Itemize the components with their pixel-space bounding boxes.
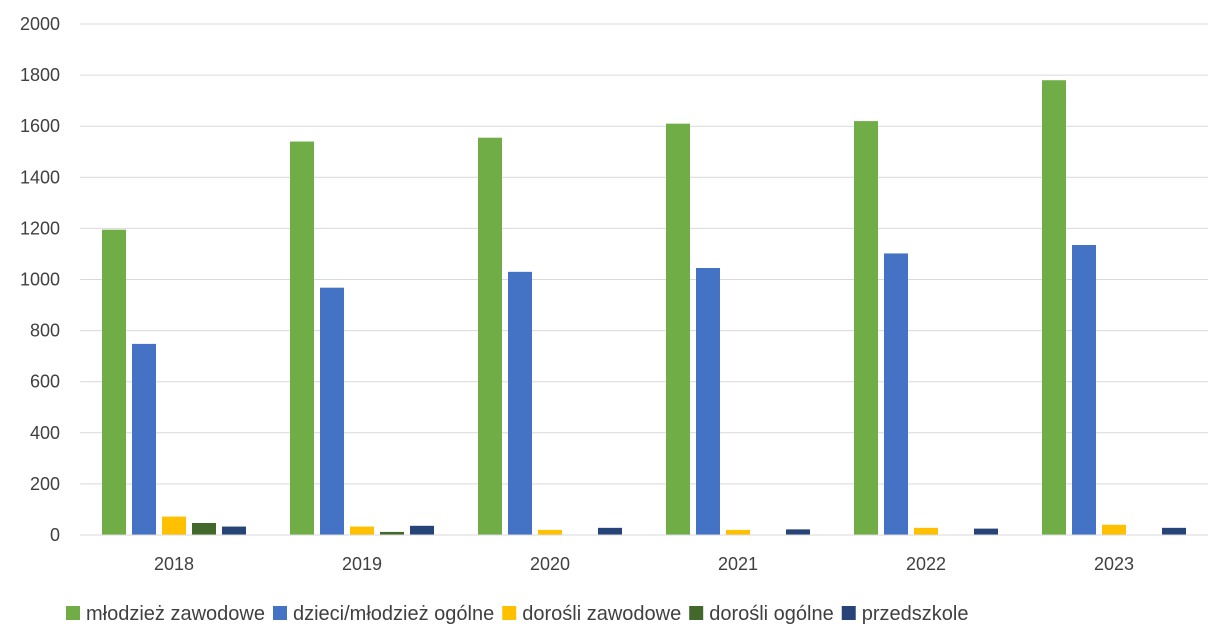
legend-item: dorośli zawodowe	[502, 603, 681, 625]
y-axis-ticks: 0 200 400 600 800 1000 1200 1400 1600 1800 2000	[20, 14, 60, 545]
y-tick-label: 1200	[20, 218, 60, 238]
bar-2021-0	[666, 123, 690, 536]
legend-item: młodzież zawodowe	[66, 603, 265, 625]
y-tick-label: 1400	[20, 167, 60, 187]
legend-swatch	[689, 606, 704, 620]
legend-label: dorośli ogólne	[709, 603, 834, 625]
bar-2022-2	[914, 527, 938, 535]
bars	[102, 80, 1186, 536]
legend-item: dorośli ogólne	[689, 603, 834, 625]
x-tick-label: 2021	[718, 554, 758, 574]
y-tick-label: 800	[30, 321, 60, 341]
bar-2022-1	[884, 253, 908, 535]
bar-2019-3	[380, 531, 404, 535]
bar-2018-0	[102, 229, 126, 536]
legend-label: dzieci/młodzież ogólne	[293, 603, 494, 625]
bar-2023-1	[1072, 245, 1096, 535]
legend-swatch	[841, 606, 856, 620]
bar-2023-0	[1042, 80, 1066, 536]
x-tick-label: 2018	[154, 554, 194, 574]
legend-label: młodzież zawodowe	[86, 603, 265, 625]
x-tick-label: 2020	[530, 554, 570, 574]
bar-2018-3	[192, 522, 216, 535]
bar-2023-4	[1162, 527, 1186, 535]
legend-item: dzieci/młodzież ogólne	[272, 603, 494, 625]
y-tick-label: 1000	[20, 270, 60, 290]
bar-2020-0	[478, 137, 502, 535]
y-tick-label: 0	[50, 525, 60, 545]
bar-2019-2	[350, 526, 374, 535]
bar-2019-1	[320, 287, 344, 535]
bar-2018-4	[222, 526, 246, 535]
y-tick-label: 600	[30, 372, 60, 392]
x-tick-label: 2023	[1094, 554, 1134, 574]
y-tick-label: 200	[30, 474, 60, 494]
legend-swatch	[272, 606, 287, 620]
bar-2018-1	[132, 343, 156, 535]
legend-swatch	[66, 606, 80, 620]
bar-2023-2	[1102, 524, 1126, 535]
y-tick-label: 400	[30, 423, 60, 443]
bar-2022-0	[854, 121, 878, 535]
bar-2019-4	[410, 525, 434, 535]
x-axis-ticks: 2018 2019 2020 2021 2022 2023	[154, 554, 1134, 574]
bar-2021-4	[786, 529, 810, 535]
bar-2018-2	[162, 516, 186, 535]
bar-2021-2	[726, 529, 750, 535]
legend-label: dorośli zawodowe	[522, 603, 681, 625]
bar-2022-4	[974, 528, 998, 535]
legend-item: przedszkole	[841, 603, 969, 625]
y-tick-label: 1600	[20, 116, 60, 136]
bar-2020-1	[508, 271, 532, 535]
gridlines	[80, 23, 1208, 485]
y-tick-label: 2000	[20, 14, 60, 34]
bar-2019-0	[290, 141, 314, 535]
bar-2020-2	[538, 529, 562, 535]
legend: młodzież zawodowe dzieci/młodzież ogólne d…	[66, 603, 968, 625]
legend-label: przedszkole	[862, 603, 969, 625]
legend-swatch	[502, 606, 517, 620]
y-tick-label: 1800	[20, 65, 60, 85]
bar-2021-1	[696, 268, 720, 535]
bar-2020-4	[598, 527, 622, 535]
x-tick-label: 2019	[342, 554, 382, 574]
x-tick-label: 2022	[906, 554, 946, 574]
